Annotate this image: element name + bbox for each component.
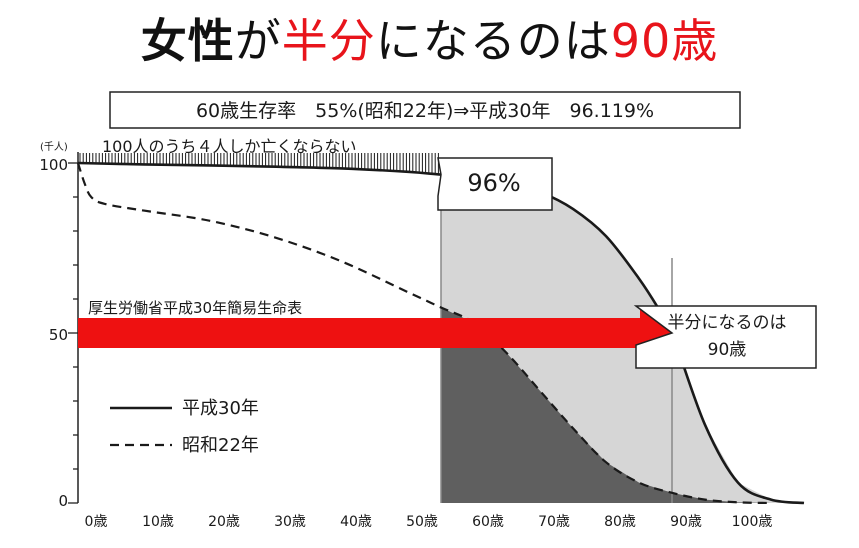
callout-half-line2: 90歳 (708, 340, 747, 360)
y-minor-ticks (68, 162, 78, 504)
title-part-becomes: になるのは (375, 14, 611, 68)
chart-title: 女性が半分になるのは90歳 (0, 6, 859, 76)
y-tick-0: 0 (58, 492, 68, 510)
half-point-arrow (78, 308, 672, 358)
x-tick-label: 50歳 (406, 514, 438, 530)
past-survival-area (441, 307, 771, 503)
y-tick-50: 50 (49, 326, 68, 344)
x-tick-label: 40歳 (340, 514, 372, 530)
x-tick-label: 80歳 (604, 514, 636, 530)
title-part-half: 半分 (281, 14, 376, 68)
info-box (109, 91, 741, 129)
arrow-label: 厚生労働省平成30年簡易生命表 (88, 299, 302, 317)
legend-solid-label: 平成30年 (182, 398, 259, 419)
callout-96-box (437, 157, 553, 211)
x-tick-label: 70歳 (538, 514, 570, 530)
x-tick-label: 90歳 (670, 514, 702, 530)
x-axis-ticks: 0歳 10歳 20歳 30歳 40歳 50歳 60歳 70歳 80歳 90歳 100歳 (85, 514, 773, 530)
title-part-women: 女性 (140, 14, 235, 68)
callout-half-box (633, 305, 817, 369)
callout-half-line1: 半分になるのは (668, 313, 787, 333)
info-box-text: 60歳生存率 55%(昭和22年)⇒平成30年 96.119% (196, 100, 654, 122)
x-tick-label: 30歳 (274, 514, 306, 530)
y-unit-label: (千人) (40, 141, 68, 153)
title-part-age: 90歳 (610, 14, 719, 68)
legend-dashed-label: 昭和22年 (182, 435, 259, 456)
x-tick-label: 0歳 (85, 514, 108, 530)
x-tick-label: 60歳 (472, 514, 504, 530)
callout-96-text: 96% (467, 169, 520, 197)
y-tick-100: 100 (39, 156, 68, 174)
x-tick-label: 100歳 (732, 514, 773, 530)
x-tick-label: 20歳 (208, 514, 240, 530)
top-note: 100人のうち４人しか亡くならない (102, 137, 357, 156)
x-tick-label: 10歳 (142, 514, 174, 530)
title-part-ga: が (234, 14, 282, 68)
